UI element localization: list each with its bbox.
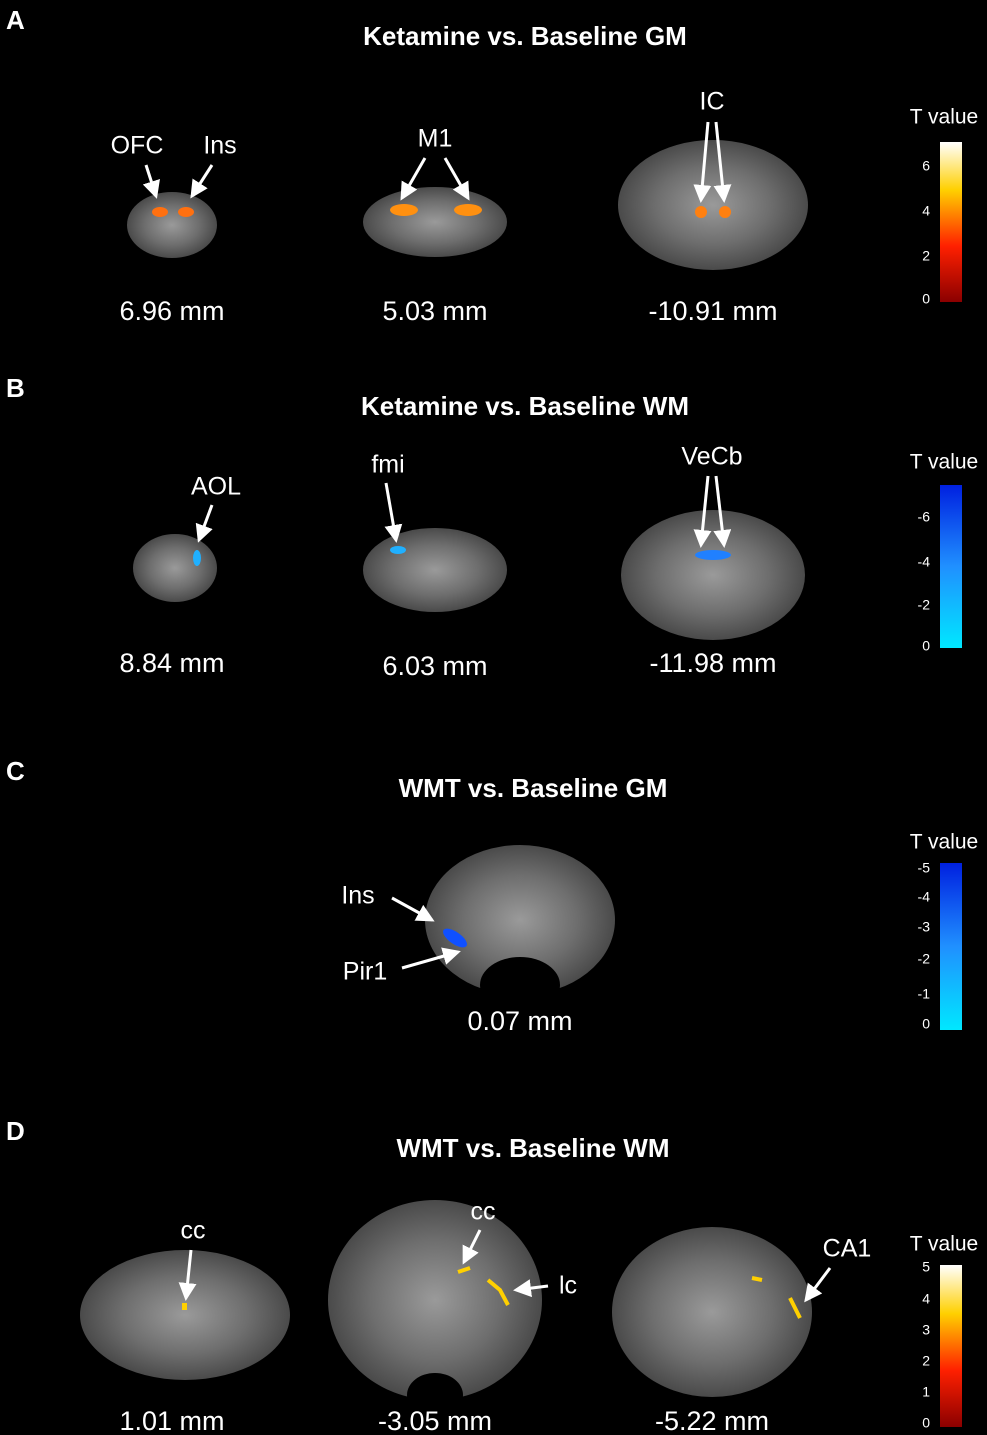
activation — [193, 550, 201, 566]
activation — [152, 207, 168, 217]
slice-position: 0.07 mm — [467, 1006, 572, 1036]
colorbar-tick: 2 — [922, 1353, 930, 1369]
colorbar — [940, 142, 962, 302]
brain-slice — [328, 1200, 542, 1400]
arrow — [199, 505, 212, 540]
region-label: Pir1 — [343, 958, 387, 986]
colorbar-tick: 4 — [922, 1291, 930, 1307]
region-label: Ins — [203, 132, 236, 160]
brain-slice — [621, 510, 805, 640]
colorbar-tick: 4 — [922, 203, 930, 219]
region-label: Ins — [341, 882, 374, 910]
panel-title: Ketamine vs. Baseline GM — [363, 21, 687, 51]
brain-slice — [612, 1227, 812, 1397]
region-label: AOL — [191, 473, 241, 501]
slice-position: 6.03 mm — [382, 651, 487, 681]
region-label: fmi — [371, 451, 404, 479]
activation — [695, 206, 707, 218]
colorbar-tick: -1 — [918, 986, 931, 1002]
colorbar-title: T value — [910, 1233, 979, 1256]
panel-a: A Ketamine vs. Baseline GM OFC Ins M1 IC… — [6, 5, 978, 326]
brain-slice — [363, 528, 507, 612]
colorbar-title: T value — [910, 451, 979, 474]
activation — [695, 550, 731, 560]
colorbar-tick: 0 — [922, 1415, 930, 1431]
colorbar — [940, 1265, 962, 1427]
colorbar-tick: -4 — [918, 889, 931, 905]
panel-title: WMT vs. Baseline GM — [399, 773, 668, 803]
panel-title: Ketamine vs. Baseline WM — [361, 391, 689, 421]
figure: A Ketamine vs. Baseline GM OFC Ins M1 IC… — [0, 0, 987, 1435]
arrow — [146, 165, 156, 196]
activation — [454, 204, 482, 216]
panel-b: B Ketamine vs. Baseline WM AOL fmi VeCb … — [6, 373, 978, 681]
arrow — [806, 1268, 830, 1300]
arrow — [386, 483, 396, 540]
region-label: cc — [181, 1217, 206, 1245]
panel-d: D WMT vs. Baseline WM cc cc lc CA1 1.01 … — [6, 1116, 978, 1435]
colorbar-tick: -2 — [918, 597, 931, 613]
colorbar — [940, 485, 962, 648]
colorbar-tick: 0 — [922, 291, 930, 307]
colorbar — [940, 863, 962, 1030]
slice-position: 5.03 mm — [382, 296, 487, 326]
colorbar-tick: 2 — [922, 248, 930, 264]
colorbar-title: T value — [910, 106, 979, 129]
arrow — [192, 165, 212, 196]
slice-position: -10.91 mm — [648, 296, 777, 326]
brain-slice — [127, 192, 217, 258]
panel-letter: B — [6, 373, 25, 403]
slice-position: 1.01 mm — [119, 1406, 224, 1435]
panel-title: WMT vs. Baseline WM — [396, 1133, 669, 1163]
activation — [719, 206, 731, 218]
panel-c: C WMT vs. Baseline GM Ins Pir1 0.07 mm T… — [6, 756, 978, 1036]
colorbar-tick: 0 — [922, 638, 930, 654]
slice-position: -5.22 mm — [655, 1406, 769, 1435]
colorbar-tick: 1 — [922, 1384, 930, 1400]
region-label: M1 — [418, 125, 453, 153]
brain-hole — [480, 957, 560, 1013]
activation — [178, 207, 194, 217]
colorbar-tick: -5 — [918, 860, 931, 876]
region-label: OFC — [111, 132, 164, 160]
arrow — [392, 898, 432, 920]
brain-slice — [618, 140, 808, 270]
slice-position: 8.84 mm — [119, 648, 224, 678]
region-label: lc — [559, 1272, 577, 1300]
colorbar-tick: -4 — [918, 554, 931, 570]
colorbar-tick: 3 — [922, 1322, 930, 1338]
colorbar-tick: 5 — [922, 1259, 930, 1275]
brain-slice — [80, 1250, 290, 1380]
brain-slice — [363, 187, 507, 257]
colorbar-title: T value — [910, 831, 979, 854]
region-label: cc — [471, 1198, 496, 1226]
region-label: VeCb — [681, 443, 742, 471]
slice-position: -11.98 mm — [649, 648, 776, 678]
activation — [390, 546, 406, 554]
colorbar-tick: -2 — [918, 951, 931, 967]
activation — [182, 1303, 187, 1310]
region-label: CA1 — [823, 1235, 872, 1263]
colorbar-tick: -6 — [918, 509, 931, 525]
panel-letter: C — [6, 756, 25, 786]
brain-slice — [133, 534, 217, 602]
panel-letter: A — [6, 5, 25, 35]
activation — [390, 204, 418, 216]
region-label: IC — [700, 88, 725, 116]
slice-position: 6.96 mm — [119, 296, 224, 326]
colorbar-tick: 0 — [922, 1016, 930, 1032]
panel-letter: D — [6, 1116, 25, 1146]
colorbar-tick: -3 — [918, 919, 931, 935]
slice-position: -3.05 mm — [378, 1406, 492, 1435]
colorbar-tick: 6 — [922, 158, 930, 174]
